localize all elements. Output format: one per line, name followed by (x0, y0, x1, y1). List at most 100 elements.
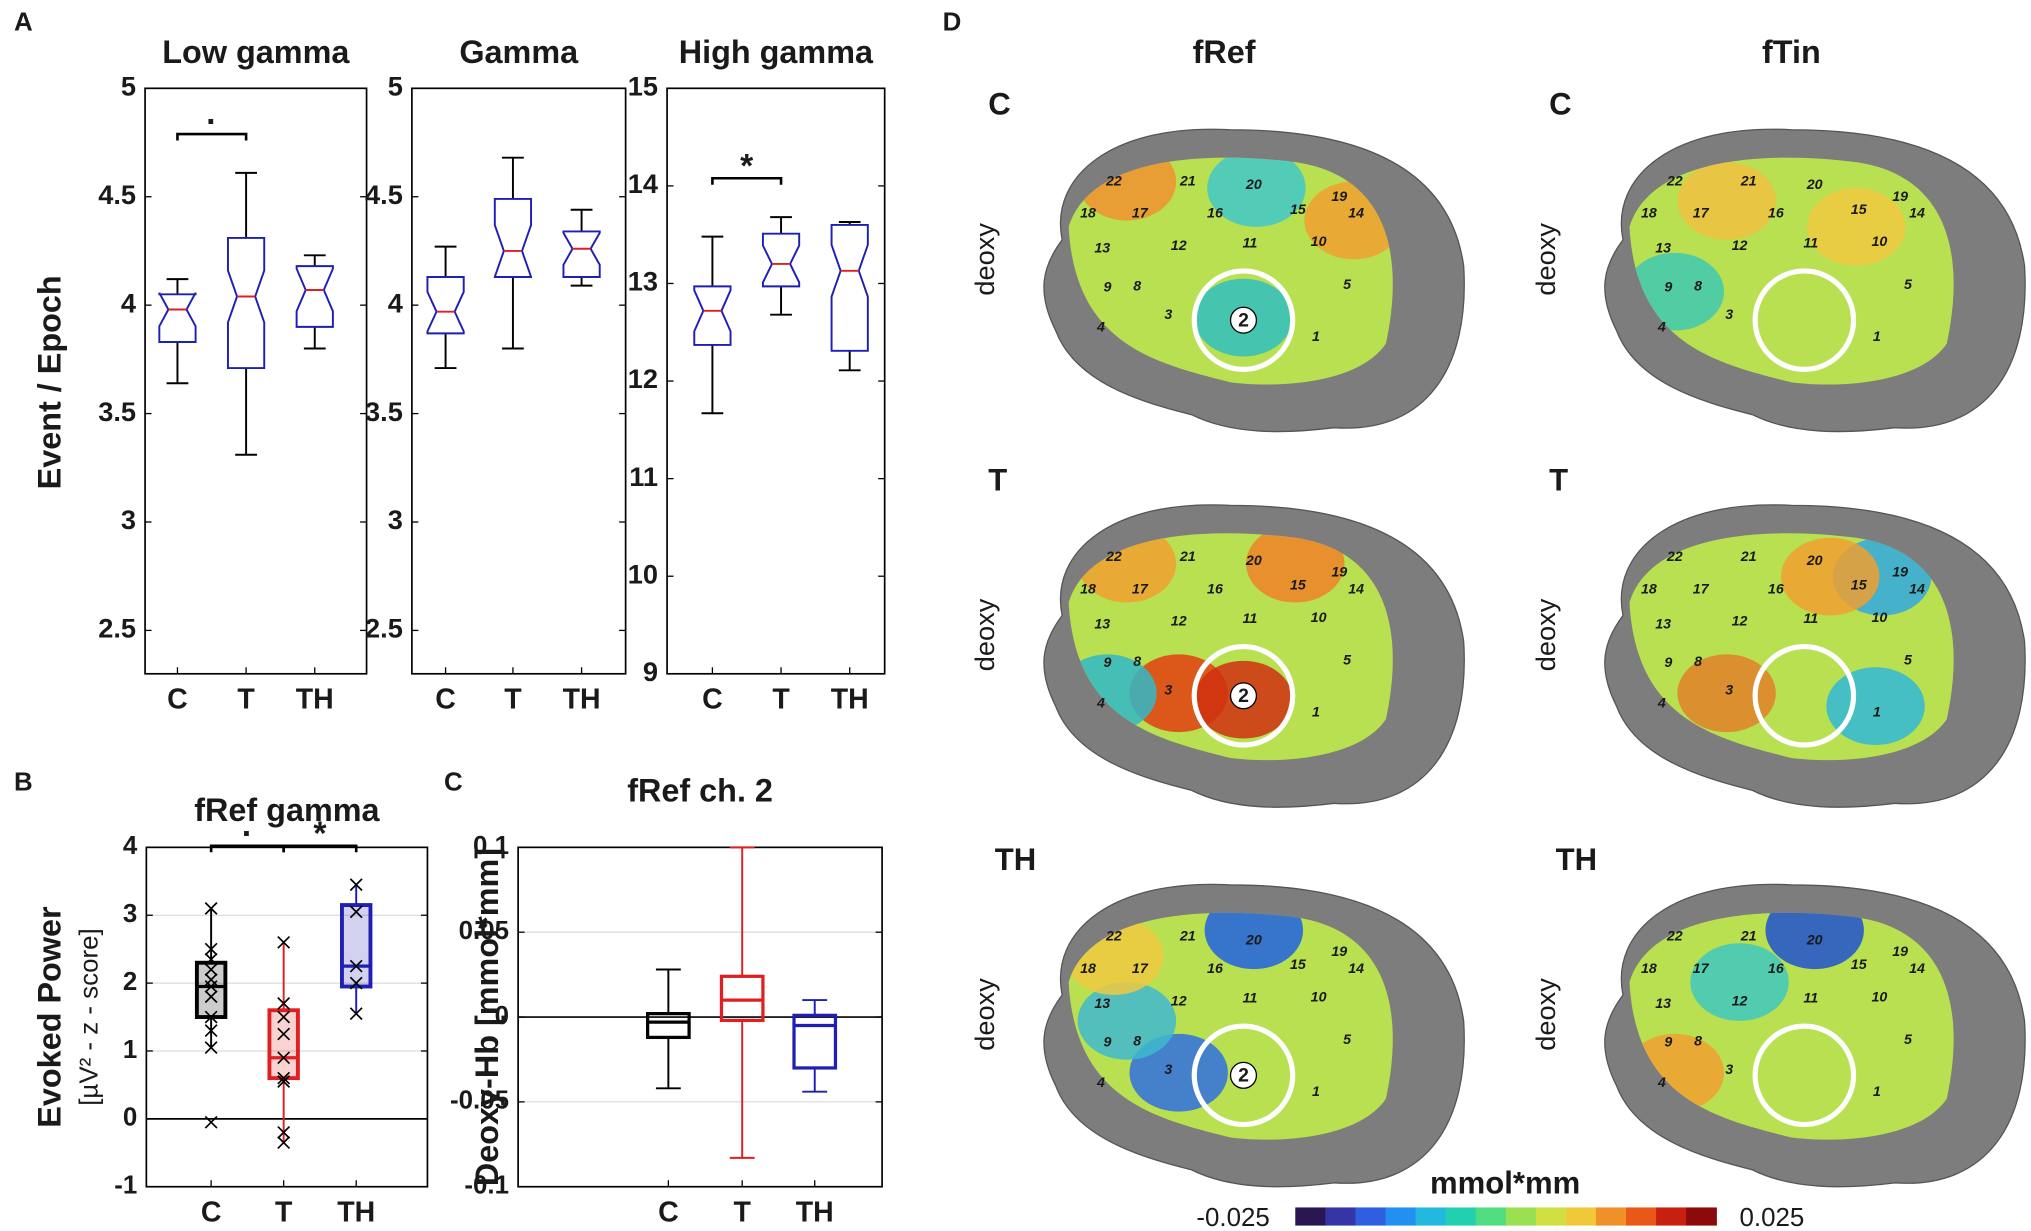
channel-label: 19 (1331, 189, 1347, 205)
roi-label: 2 (1238, 685, 1249, 707)
channel-label: 11 (1243, 991, 1258, 1007)
channel-label: 17 (1132, 961, 1149, 977)
box (340, 903, 373, 989)
channel-label: 15 (1290, 957, 1307, 973)
panel-label: C (444, 769, 463, 797)
activation-blob (1806, 188, 1906, 266)
y-tick-label: 3.5 (98, 396, 136, 427)
channel-label: 22 (1666, 549, 1683, 565)
significance-label: · (206, 104, 217, 141)
channel-label: 3 (1725, 1062, 1733, 1078)
channel-label: 20 (1806, 932, 1823, 948)
channel-label: 13 (1655, 616, 1671, 632)
side-label: deoxy (969, 598, 1000, 671)
roi-marker (1229, 306, 1258, 334)
y-tick-label: 4 (121, 287, 136, 318)
channel-label: 8 (1694, 654, 1702, 670)
row-label: C (988, 87, 1010, 122)
box (295, 265, 334, 328)
side-label: deoxy (969, 978, 1000, 1051)
box (194, 960, 228, 1019)
activation-blob (1781, 537, 1880, 616)
row-label: TH (995, 842, 1036, 877)
side-label: deoxy (1530, 223, 1561, 296)
channel-label: 19 (1892, 565, 1908, 581)
box (693, 285, 732, 346)
y-tick-label: 9 (643, 656, 658, 687)
channel-label: 15 (1290, 202, 1307, 218)
row-label: C (1549, 87, 1571, 122)
channel-label: 9 (1104, 1035, 1112, 1051)
colorbar-cell (1686, 1207, 1717, 1226)
data-point (204, 1010, 218, 1024)
colorbar-cell (1595, 1207, 1627, 1226)
colorbar-cell (1295, 1207, 1326, 1226)
y-tick-label: 4.5 (365, 179, 403, 210)
data-point (204, 963, 218, 976)
channel-label: 14 (1348, 206, 1364, 222)
data-point (349, 878, 363, 892)
channel-label: 3 (1725, 682, 1733, 698)
box (830, 223, 869, 352)
axes-box (517, 846, 883, 1188)
x-tick-label: T (733, 1196, 751, 1228)
colorbar-cell (1355, 1207, 1387, 1226)
channel-label: 21 (1740, 549, 1757, 565)
channel-label: 20 (1806, 177, 1823, 193)
channel-label: 9 (1104, 280, 1112, 296)
channel-label: 4 (1096, 320, 1105, 336)
x-tick-label: TH (563, 684, 601, 716)
box (226, 236, 266, 370)
channel-label: 21 (1179, 928, 1196, 944)
channel-label: 1 (1312, 1084, 1320, 1100)
channel-label: 15 (1851, 577, 1868, 593)
y-tick-label: 10 (628, 558, 658, 589)
significance-bracket (711, 176, 783, 185)
channel-label: 16 (1768, 581, 1784, 597)
panel-label: D (943, 8, 962, 36)
box (426, 275, 465, 335)
data-point (277, 1075, 291, 1088)
colorbar-max: 0.025 (1740, 1204, 1805, 1231)
box (158, 292, 197, 343)
chart-title: Low gamma (162, 34, 350, 70)
y-axis-label: Event / Epoch (31, 275, 67, 489)
y-axis-label: Deoxy-Hb [mmol*mm] (469, 848, 505, 1186)
panel-label: B (14, 769, 33, 797)
channel-label: 15 (1851, 957, 1868, 973)
channel-label: 10 (1311, 610, 1327, 626)
data-point (204, 1024, 218, 1038)
y-tick-label: 2.5 (98, 613, 136, 644)
y-tick-label: 0 (123, 1104, 137, 1132)
y-tick-label: 3 (121, 504, 136, 535)
channel-label: 14 (1909, 581, 1925, 597)
channel-label: 18 (1641, 961, 1657, 977)
channel-label: 4 (1096, 1075, 1105, 1091)
significance-label: * (313, 815, 327, 852)
y-tick-label: 13 (628, 266, 658, 297)
channel-label: 4 (1657, 695, 1666, 711)
channel-label: 21 (1740, 173, 1757, 189)
channel-label: 19 (1892, 944, 1908, 960)
colorbar-cell (1325, 1207, 1357, 1226)
colorbar-cell (1385, 1207, 1417, 1226)
channel-label: 1 (1873, 1084, 1881, 1100)
colorbar-cell (1535, 1207, 1567, 1226)
data-point (204, 1115, 218, 1129)
activation-blob (1677, 654, 1776, 733)
y-tick-label: 1 (123, 1036, 137, 1064)
channel-label: 18 (1641, 206, 1657, 222)
y-tick-label: 4 (123, 832, 138, 860)
row-label: TH (1556, 842, 1597, 877)
box (267, 1008, 300, 1081)
channel-label: 5 (1343, 653, 1352, 669)
channel-label: 16 (1207, 961, 1223, 977)
channel-label: 15 (1290, 577, 1307, 593)
channel-label: 17 (1693, 206, 1710, 222)
channel-label: 4 (1657, 320, 1666, 336)
channel-label: 1 (1873, 704, 1881, 720)
y-tick-label: 3 (123, 900, 137, 928)
y-tick-label: 5 (121, 71, 136, 102)
activation-blob (1246, 533, 1345, 603)
channel-label: 5 (1904, 277, 1913, 293)
